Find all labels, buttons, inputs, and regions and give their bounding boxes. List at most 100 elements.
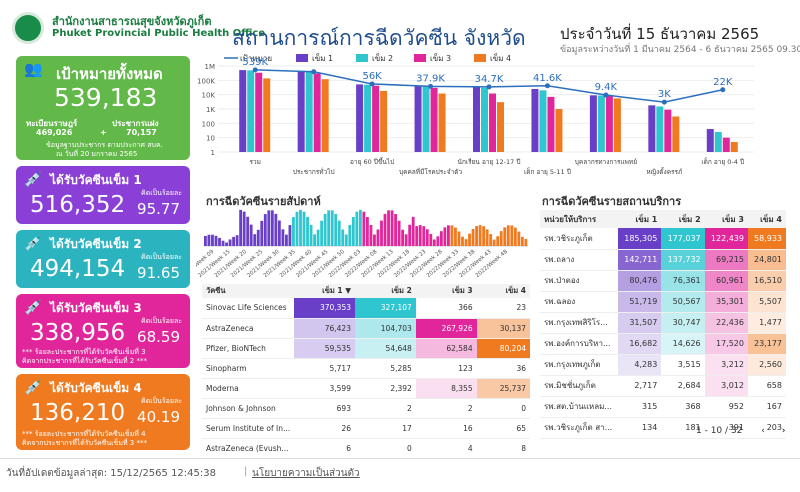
table-row[interactable]: รพ.กรุงเทพภูเก็ต 4,283 3,515 3,212 2,560	[540, 354, 786, 376]
table-cell: 177,037	[661, 228, 705, 250]
table-row: AstraZeneca 76,423 104,703 267,926 30,137	[202, 318, 530, 339]
target-value: 539,183	[54, 83, 158, 112]
weekly-bar	[249, 224, 253, 246]
legend-swatch	[474, 54, 486, 62]
table-row[interactable]: รพ.วชิระภูเก็ต สา... 134 181 391 203	[540, 417, 786, 439]
group-bar	[714, 131, 722, 152]
weekly-bar	[299, 209, 302, 246]
table-cell: รพ.ถลาง	[540, 249, 618, 271]
col-dose1[interactable]: เข็ม 1	[618, 210, 662, 228]
table-cell: 315	[618, 396, 662, 418]
target-data-label: 22K	[713, 77, 733, 88]
legend-swatch	[414, 54, 426, 62]
group-bar	[356, 84, 364, 152]
group-bar	[605, 96, 613, 152]
table-row[interactable]: รพ.วชิระภูเก็ต 185,305 177,037 122,439 58,93…	[540, 228, 786, 250]
dose2-title: ได้รับวัคซีนเข็ม 2	[50, 237, 142, 251]
x-tick-label: อายุ 60 ปีขึ้นไป	[350, 157, 394, 166]
table-cell: 23,177	[747, 333, 786, 355]
table-row[interactable]: รพ.สต.บ้านแหลม... 315 368 952 167	[540, 396, 786, 418]
col-dose3[interactable]: เข็ม 3	[704, 210, 748, 228]
target-point	[661, 99, 667, 105]
dose1-value: 516,352	[30, 192, 126, 218]
table-cell: 185,305	[618, 228, 662, 250]
col-unit[interactable]: หน่วยให้บริการ	[540, 210, 618, 228]
weekly-bar	[344, 234, 348, 246]
weekly-bar	[394, 214, 397, 246]
group-bar	[589, 95, 597, 152]
table-cell: รพ.สต.บ้านแหลม...	[540, 396, 618, 418]
table-row[interactable]: รพ.ถลาง 142,711 137,732 69,215 24,801	[540, 249, 786, 271]
dose3-note-1: *** ร้อยละประชากรที่ได้รับวัคซีนเข็มที่ …	[22, 348, 146, 356]
target-card: 👥 เป้าหมายทั้งหมด 539,183 ทะเบียนราษฎร์ …	[16, 56, 190, 160]
table-cell: 23	[476, 298, 530, 319]
target-title: เป้าหมายทั้งหมด	[56, 65, 163, 83]
y-tick-label: 10K	[202, 92, 216, 100]
weekly-bar	[485, 229, 489, 246]
target-note-2: ณ วันที่ 20 มกราคม 2565	[56, 150, 138, 158]
group-bar	[422, 86, 430, 152]
group-bar	[430, 87, 438, 152]
weekly-bar	[468, 233, 471, 246]
table-cell: 2,392	[354, 378, 416, 399]
col-vaccine[interactable]: วัคซีน	[202, 284, 295, 298]
table-row[interactable]: รพ.ฉลอง 51,719 50,567 35,301 5,507	[540, 291, 786, 313]
pager-range: 1 - 10 / 32	[696, 426, 743, 436]
y-tick-label: 100	[202, 120, 215, 128]
dose4-card: 💉 ได้รับวัคซีนเข็ม 4 136,210 คิดเป็นร้อย…	[16, 374, 190, 450]
group-bar	[531, 88, 539, 152]
next-page-icon[interactable]: ›	[781, 426, 786, 436]
group-bar	[555, 109, 563, 152]
col-dose1[interactable]: เข็ม 1 ▼	[294, 284, 355, 298]
table-cell: 134	[618, 417, 662, 439]
table-cell: 16	[415, 418, 477, 439]
group-bar	[489, 93, 496, 152]
privacy-policy-link[interactable]: นโยบายความเป็นส่วนตัว	[252, 468, 360, 479]
table-cell: 181	[661, 417, 705, 439]
weekly-bar	[376, 229, 380, 246]
group-bar	[539, 90, 547, 152]
table-cell: 16,510	[747, 270, 786, 292]
table-row[interactable]: รพ.องค์การบริหา... 16,682 14,626 17,520 23,1…	[540, 333, 786, 355]
table-row[interactable]: รพ.กรุงเทพสิริโร... 31,507 30,747 22,436 1,4…	[540, 312, 786, 334]
weekly-bar	[418, 225, 422, 246]
table-cell: 35,301	[704, 291, 748, 313]
weekly-bar	[306, 216, 309, 246]
weekly-bar	[232, 236, 235, 246]
weekly-bar	[214, 235, 218, 246]
weekly-bar	[503, 227, 507, 246]
weekly-bar	[207, 234, 211, 246]
weekly-bar	[348, 224, 352, 246]
table-row[interactable]: รพ.ป่าตอง 80,476 76,361 60,961 16,510	[540, 270, 786, 292]
weekly-bar	[489, 234, 493, 246]
weekly-bar	[239, 209, 243, 246]
table-cell: 391	[704, 417, 748, 439]
weekly-bar	[422, 226, 426, 246]
table-cell: AstraZeneca	[202, 318, 295, 339]
col-dose4[interactable]: เข็ม 4	[476, 284, 530, 298]
weekly-bar	[443, 227, 447, 246]
prev-page-icon[interactable]: ‹	[761, 426, 765, 436]
table-row: AstraZeneca (Evush... 6 0 4 8	[202, 438, 530, 459]
group-bar	[305, 71, 313, 152]
table-row: Moderna 3,599 2,392 8,355 25,737	[202, 378, 530, 399]
legend-swatch	[296, 54, 308, 62]
group-bar	[648, 105, 656, 152]
dose4-title: ได้รับวัคซีนเข็ม 4	[50, 381, 142, 395]
group-bar	[656, 106, 664, 152]
x-tick-label: ประชากรทั่วไป	[293, 167, 335, 176]
group-bar	[372, 85, 380, 152]
col-dose2[interactable]: เข็ม 2	[354, 284, 416, 298]
dose3-pct: 68.59	[137, 328, 180, 346]
table-row[interactable]: รพ.มิชชั่นภูเก็ต 2,717 2,684 3,012 658	[540, 375, 786, 397]
col-dose3[interactable]: เข็ม 3	[415, 284, 477, 298]
table-cell: รพ.ป่าตอง	[540, 270, 618, 292]
x-tick-label: เด็ก อายุ 5-11 ปี	[524, 167, 571, 176]
table-cell: 31,507	[618, 312, 662, 334]
weekly-bar	[358, 209, 362, 246]
y-tick-label: 1	[211, 149, 215, 157]
col-dose4[interactable]: เข็ม 4	[747, 210, 786, 228]
col-dose2[interactable]: เข็ม 2	[661, 210, 705, 228]
table-row: Serum Institute of In... 26 17 16 65	[202, 418, 530, 439]
